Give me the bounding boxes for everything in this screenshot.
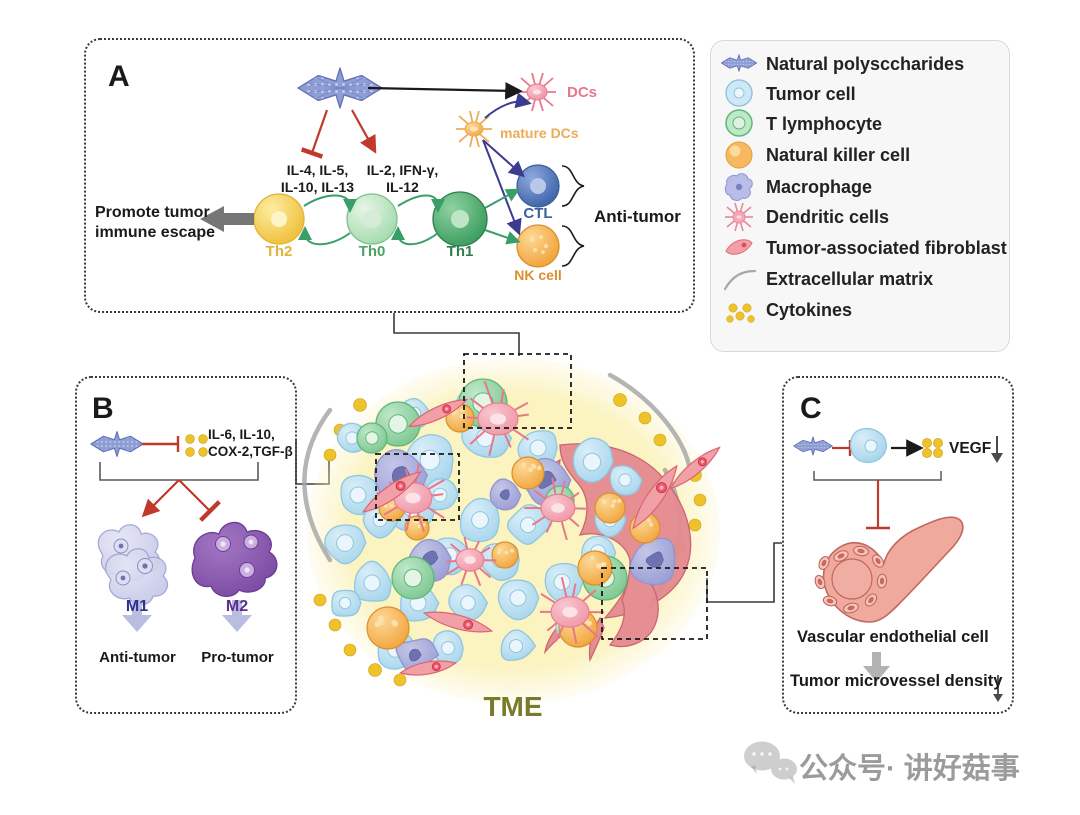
svg-text:公众号· 讲好菇事: 公众号· 讲好菇事 [799,752,1020,785]
